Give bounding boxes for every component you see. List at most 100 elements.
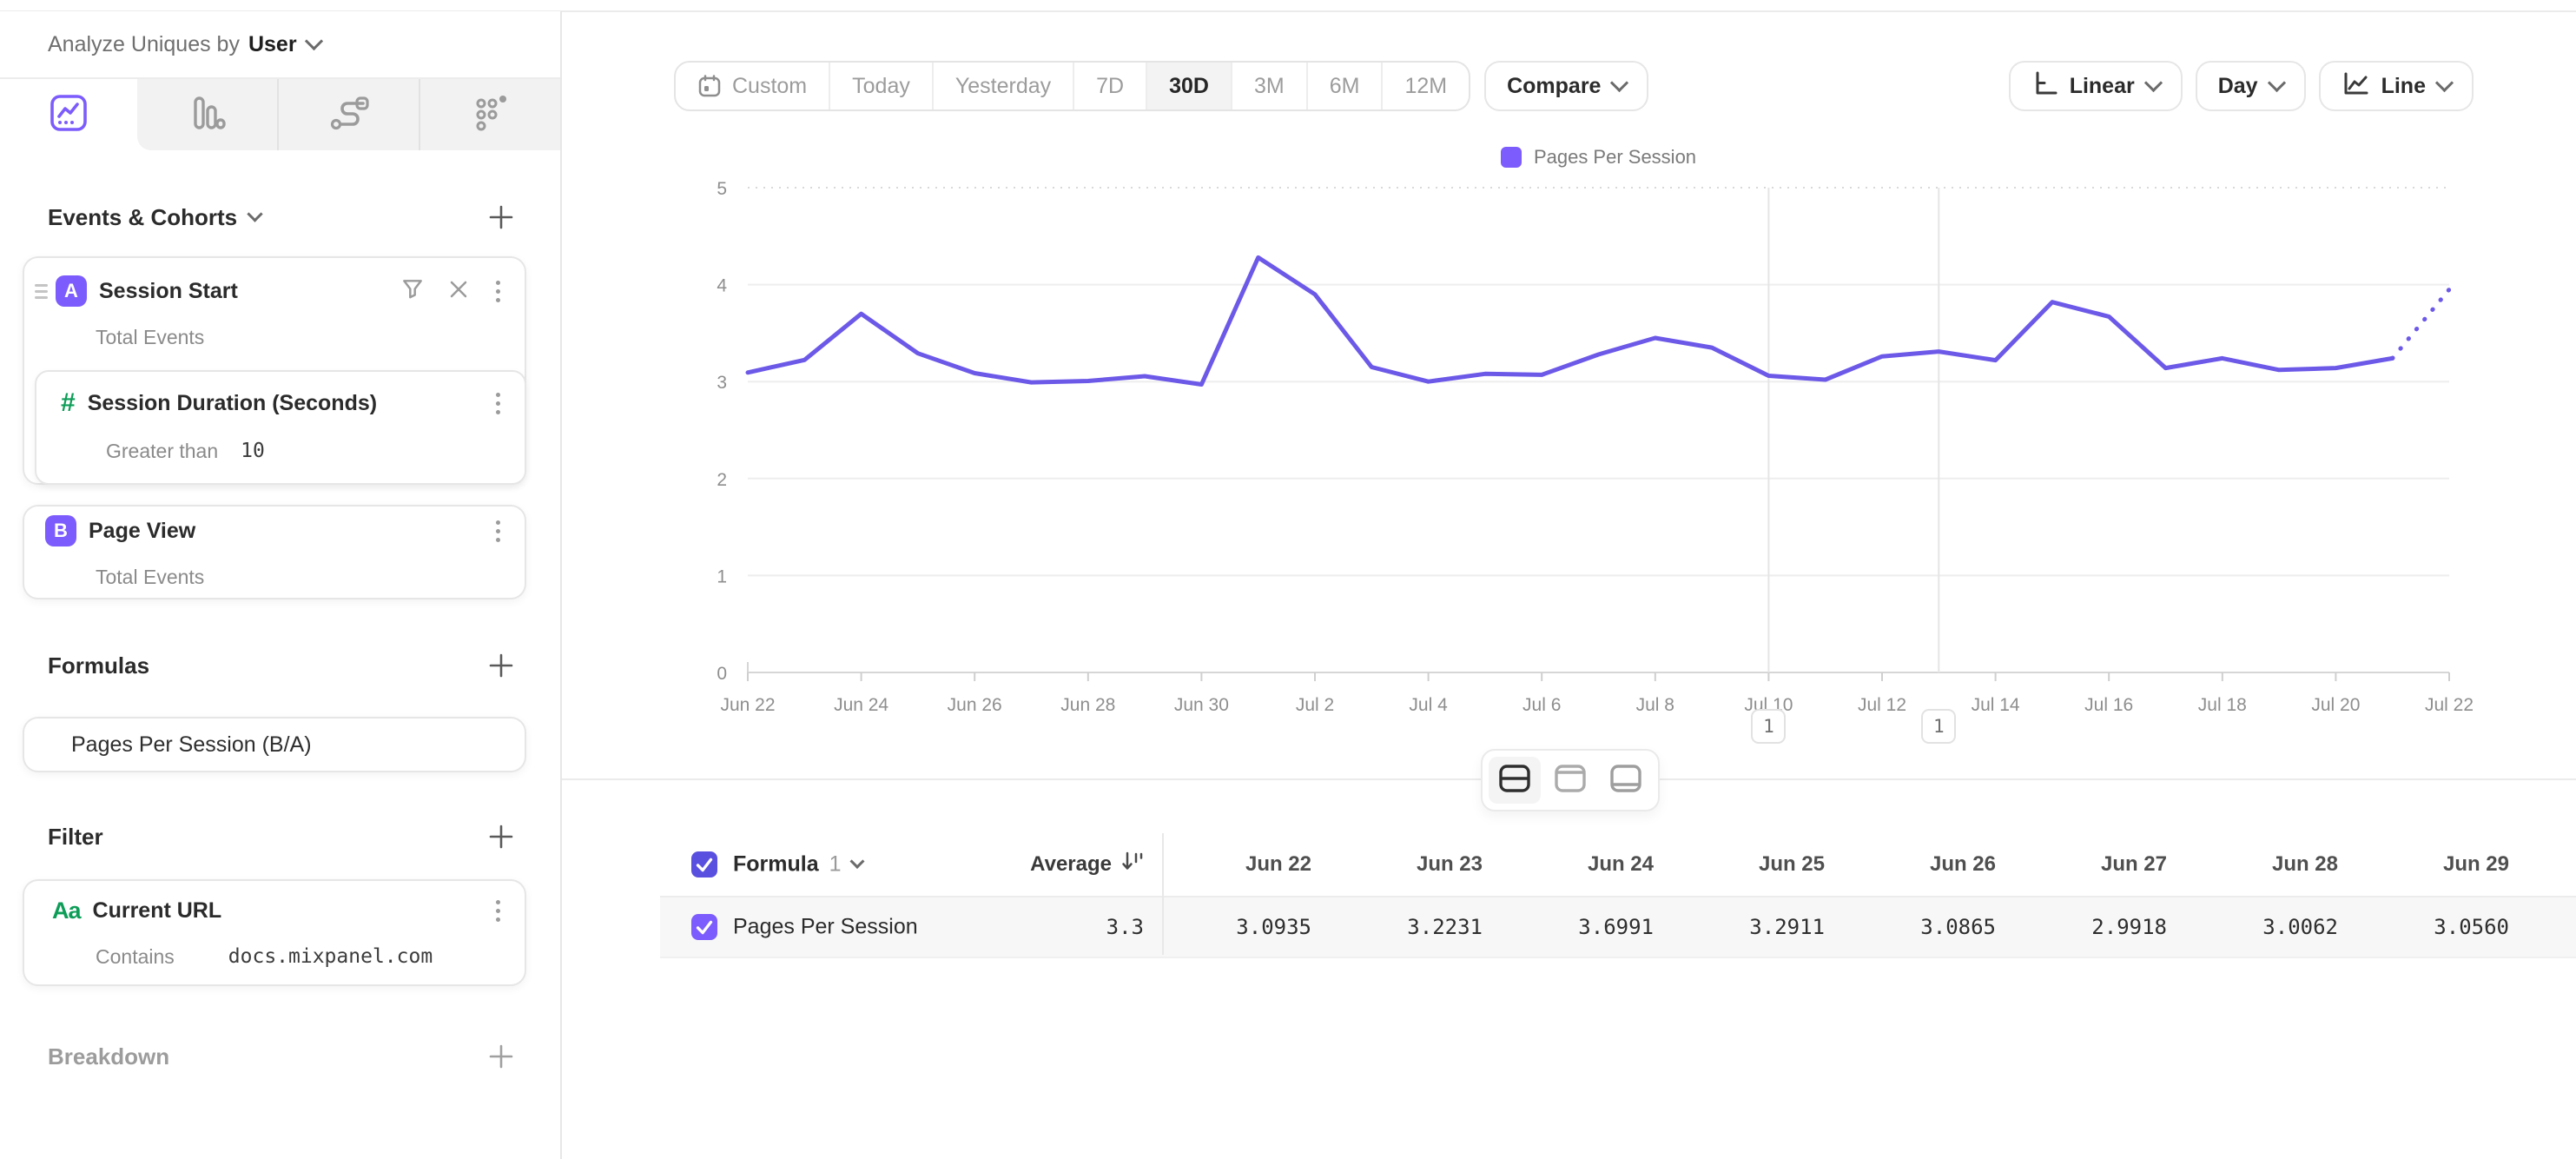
remove-event-icon[interactable] — [447, 278, 470, 305]
range-label: 6M — [1329, 73, 1360, 98]
cell-value: 3.0062 — [2262, 915, 2338, 939]
property-condition[interactable]: Greater than 10 — [106, 434, 504, 467]
select-all-checkbox[interactable] — [691, 851, 717, 878]
range-3m[interactable]: 3M — [1230, 63, 1306, 109]
events-cohorts-heading: Events & Cohorts — [48, 194, 514, 241]
chevron-down-icon — [1610, 73, 1629, 93]
row-checkbox[interactable] — [691, 914, 717, 940]
svg-text:4: 4 — [717, 276, 727, 296]
chart-type-dropdown[interactable]: Line — [2318, 61, 2474, 111]
filter-row: Aa Current URL — [24, 881, 525, 940]
event-title[interactable]: Session Start — [99, 278, 238, 303]
filter-funnel-icon[interactable] — [400, 277, 425, 306]
operator-label: Greater than — [106, 439, 219, 462]
range-label: 7D — [1096, 73, 1125, 98]
table-header-row: Formula 1 Average Jun 22 Jun 23 Jun 24 Jun … — [660, 833, 2576, 896]
tab-flows[interactable] — [277, 79, 419, 150]
event-title[interactable]: Page View — [89, 518, 196, 543]
event-card-page-view[interactable]: B Page View Total Events — [23, 505, 526, 599]
svg-text:Jul 14: Jul 14 — [1972, 695, 2020, 715]
range-12m[interactable]: 12M — [1381, 63, 1469, 109]
property-title[interactable]: Session Duration (Seconds) — [87, 390, 378, 415]
svg-text:0: 0 — [717, 664, 727, 684]
add-filter-button[interactable] — [488, 824, 514, 850]
event-letter-badge: B — [45, 515, 76, 546]
svg-text:Jun 28: Jun 28 — [1060, 695, 1115, 715]
column-header-jun-25[interactable]: Jun 25 — [1758, 852, 1825, 876]
date-range-toolbar: Custom Today Yesterday 7D 30D 3M 6M 12M Compare — [674, 61, 1649, 111]
group-dropdown[interactable]: Formula 1 — [733, 852, 865, 878]
kebab-menu-icon[interactable] — [492, 517, 504, 546]
chart-legend[interactable]: Pages Per Session — [748, 146, 2449, 169]
add-event-button[interactable] — [488, 204, 514, 230]
property-filter-card[interactable]: # Session Duration (Seconds) Greater tha… — [35, 370, 526, 485]
tab-retention[interactable] — [419, 79, 560, 150]
svg-text:Jul 22: Jul 22 — [2425, 695, 2474, 715]
row-series-name: Pages Per Session — [733, 914, 918, 939]
kebab-menu-icon[interactable] — [492, 389, 504, 418]
column-header-jun-28[interactable]: Jun 28 — [2271, 852, 2338, 876]
tab-bar-chart[interactable] — [137, 79, 277, 150]
range-today[interactable]: Today — [829, 63, 932, 109]
breakdown-label: Breakdown — [48, 1043, 170, 1070]
column-header-jun-26[interactable]: Jun 26 — [1929, 852, 1996, 876]
event-letter-badge: A — [56, 275, 87, 307]
analyze-entity-value: User — [248, 31, 297, 56]
date-range-segmented-control: Custom Today Yesterday 7D 30D 3M 6M 12M — [674, 61, 1471, 111]
events-cohorts-label: Events & Cohorts — [48, 203, 238, 230]
kebab-menu-icon[interactable] — [492, 277, 504, 306]
column-header-jun-23[interactable]: Jun 23 — [1416, 852, 1483, 876]
column-header-jun-29[interactable]: Jun 29 — [2442, 852, 2509, 876]
chart-options-toolbar: Linear Day Line — [2008, 61, 2474, 111]
range-label: 3M — [1253, 73, 1285, 98]
scale-dropdown[interactable]: Linear — [2008, 61, 2183, 111]
filter-card-current-url[interactable]: Aa Current URL Contains docs.mixpanel.co… — [23, 879, 526, 986]
filter-condition[interactable]: Contains docs.mixpanel.com — [96, 940, 504, 973]
svg-text:Jun 22: Jun 22 — [720, 695, 775, 715]
add-formula-button[interactable] — [488, 652, 514, 679]
annotation-badge[interactable]: 1 — [1921, 709, 1957, 744]
compare-button[interactable]: Compare — [1484, 61, 1649, 111]
range-label: Today — [852, 73, 910, 98]
column-header-jun-22[interactable]: Jun 22 — [1245, 852, 1311, 876]
add-breakdown-button[interactable] — [488, 1043, 514, 1070]
line-chart[interactable]: 0 1 2 3 4 5 Jun 22 Jun 24 Jun 26 Jun 28 Jun 30 Jul … — [562, 122, 2576, 782]
average-column-header[interactable]: Average — [886, 850, 1144, 879]
filter-property-title[interactable]: Current URL — [92, 897, 222, 923]
row-values: 3.0935 3.2231 3.6991 3.2911 3.0865 2.9918 3.00… — [1140, 915, 2509, 939]
range-yesterday[interactable]: Yesterday — [931, 63, 1073, 109]
split-view-button[interactable] — [1489, 757, 1541, 804]
svg-text:Jul 20: Jul 20 — [2311, 695, 2360, 715]
drag-handle-icon[interactable] — [35, 283, 48, 299]
event-measurement[interactable]: Total Events — [96, 555, 504, 599]
tab-insights-line-chart[interactable] — [0, 79, 137, 150]
analyze-entity-dropdown[interactable]: User — [248, 31, 323, 57]
interval-dropdown[interactable]: Day — [2195, 61, 2306, 111]
chart-only-view-button[interactable] — [1544, 757, 1596, 804]
svg-text:2: 2 — [717, 470, 727, 490]
kebab-menu-icon[interactable] — [492, 897, 504, 925]
operator-value[interactable]: docs.mixpanel.com — [228, 945, 433, 968]
range-7d[interactable]: 7D — [1073, 63, 1146, 109]
chart-top-view-icon — [1554, 764, 1587, 798]
event-measurement[interactable]: Total Events — [96, 324, 504, 350]
range-30d[interactable]: 30D — [1146, 63, 1231, 109]
range-6m[interactable]: 6M — [1305, 63, 1382, 109]
cell-value: 3.2231 — [1407, 915, 1483, 939]
event-card-session-start[interactable]: A Session Start Total Events # Session D… — [23, 256, 526, 485]
legend-swatch — [1500, 147, 1522, 168]
flows-icon — [328, 93, 370, 137]
filter-label: Filter — [48, 823, 103, 850]
annotation-badge[interactable]: 1 — [1751, 709, 1787, 744]
cell-value: 3.6991 — [1578, 915, 1654, 939]
column-header-jun-27[interactable]: Jun 27 — [2100, 852, 2167, 876]
table-column-divider — [1162, 833, 1164, 955]
operator-value[interactable]: 10 — [241, 440, 265, 462]
table-only-view-button[interactable] — [1600, 757, 1652, 804]
table-row-pages-per-session[interactable]: Pages Per Session 3.3 3.0935 3.2231 3.6991… — [660, 896, 2576, 958]
range-custom[interactable]: Custom — [676, 63, 829, 109]
formula-card[interactable]: Pages Per Session (B/A) — [23, 717, 526, 772]
column-header-jun-24[interactable]: Jun 24 — [1587, 852, 1654, 876]
calendar-icon — [697, 74, 722, 98]
bar-chart-icon — [188, 93, 228, 137]
